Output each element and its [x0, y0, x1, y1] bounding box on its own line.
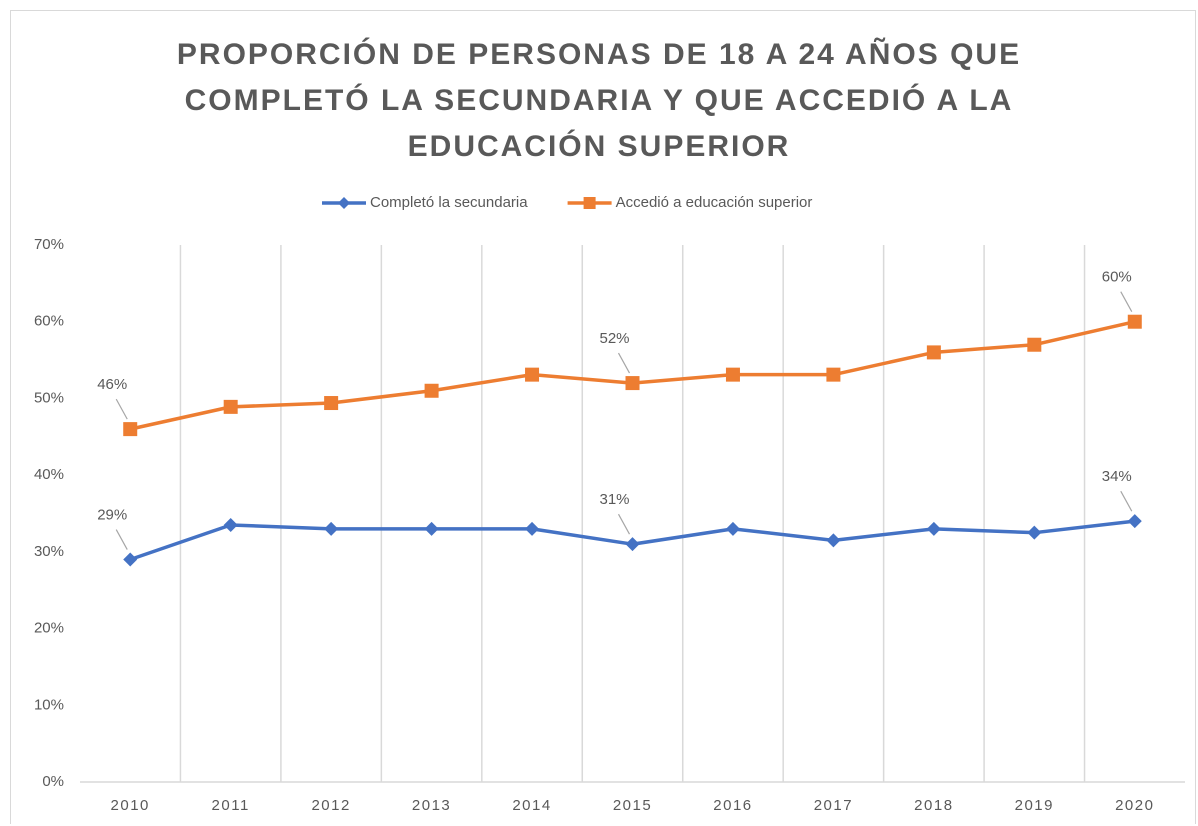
marker: [725, 367, 740, 382]
marker: [324, 521, 339, 536]
data-label: 29%: [97, 506, 127, 523]
y-tick-label: 10%: [34, 696, 64, 713]
marker: [324, 396, 339, 411]
legend-label: Accedió a educación superior: [616, 194, 813, 211]
x-tick-label: 2019: [1015, 797, 1054, 814]
chart-title: PROPORCIÓN DE PERSONAS DE 18 A 24 AÑOS Q…: [176, 38, 1022, 163]
marker: [123, 422, 138, 437]
data-label: 46%: [97, 376, 127, 393]
label-leader: [1120, 291, 1133, 313]
chart-frame: [10, 10, 1196, 824]
x-tick-label: 2020: [1115, 797, 1154, 814]
label-leader: [115, 529, 128, 550]
y-tick-label: 50%: [34, 389, 64, 406]
legend-marker: [583, 197, 596, 209]
marker: [826, 533, 841, 548]
marker: [123, 552, 138, 567]
y-tick-label: 70%: [34, 236, 64, 253]
marker: [725, 521, 740, 536]
marker: [525, 367, 540, 382]
marker: [1127, 314, 1142, 329]
x-tick-label: 2016: [713, 797, 752, 814]
marker: [625, 537, 640, 552]
x-tick-label: 2011: [212, 797, 250, 814]
marker: [926, 521, 941, 536]
marker: [1027, 525, 1042, 540]
y-tick-label: 30%: [34, 543, 64, 560]
legend-label: Completó la secundaria: [370, 194, 528, 211]
marker: [1027, 337, 1042, 352]
marker: [223, 399, 238, 414]
data-label: 34%: [1102, 468, 1132, 485]
label-leader: [115, 398, 128, 420]
label-leader: [617, 352, 631, 374]
data-label: 60%: [1102, 269, 1132, 286]
data-label: 52%: [599, 330, 629, 347]
legend-marker: [338, 197, 350, 209]
marker: [625, 376, 640, 391]
y-tick-label: 0%: [42, 773, 64, 790]
marker: [525, 521, 540, 536]
marker: [926, 345, 941, 360]
label-leader: [1120, 490, 1133, 512]
label-leader: [617, 513, 631, 535]
y-tick-label: 20%: [34, 620, 64, 637]
marker: [826, 367, 841, 382]
y-tick-label: 40%: [34, 466, 64, 483]
marker: [1127, 514, 1142, 529]
marker: [223, 518, 238, 533]
marker: [424, 383, 439, 398]
x-tick-label: 2018: [914, 797, 953, 814]
marker: [424, 521, 439, 536]
x-tick-label: 2012: [311, 797, 350, 814]
data-label: 31%: [599, 491, 629, 508]
x-tick-label: 2013: [412, 797, 451, 814]
x-tick-label: 2017: [814, 797, 853, 814]
x-tick-label: 2010: [111, 797, 150, 814]
x-tick-label: 2015: [613, 797, 652, 814]
y-tick-label: 60%: [34, 313, 64, 330]
x-tick-label: 2014: [512, 797, 551, 814]
